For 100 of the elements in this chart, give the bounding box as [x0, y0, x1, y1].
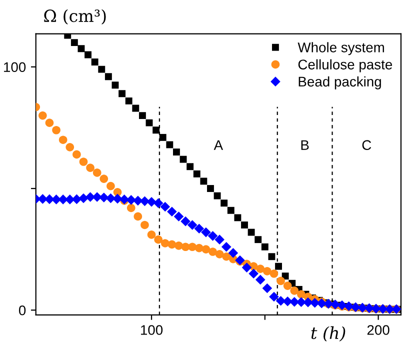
- point: [85, 192, 96, 202]
- y-tick-label: 0: [18, 305, 26, 316]
- point: [234, 214, 242, 222]
- point: [188, 242, 197, 252]
- annotation: B: [301, 140, 309, 150]
- point: [38, 111, 47, 120]
- point: [98, 192, 109, 202]
- point: [86, 164, 94, 172]
- point: [248, 228, 255, 236]
- point: [146, 119, 153, 126]
- point: [173, 148, 180, 156]
- point: [275, 262, 282, 270]
- point: [112, 82, 119, 89]
- point: [91, 58, 98, 66]
- point: [208, 248, 217, 256]
- point: [174, 212, 184, 222]
- point: [220, 200, 228, 207]
- point: [58, 136, 68, 144]
- point: [261, 243, 268, 250]
- point: [180, 216, 190, 226]
- point: [208, 231, 218, 241]
- point: [64, 34, 72, 39]
- point: [263, 267, 272, 276]
- point: [153, 198, 164, 208]
- point: [303, 297, 313, 308]
- point: [72, 150, 81, 159]
- annotation: A: [214, 140, 224, 150]
- point: [296, 297, 306, 308]
- point: [255, 274, 266, 285]
- point: [125, 97, 132, 104]
- point: [98, 66, 106, 73]
- point: [133, 196, 143, 206]
- point: [140, 220, 149, 230]
- point: [227, 206, 234, 214]
- x-tick-label: 200: [367, 325, 390, 335]
- point: [147, 230, 156, 239]
- point: [132, 104, 140, 112]
- y-axis-title: Ω (cm³): [44, 9, 106, 25]
- point: [242, 262, 252, 272]
- point: [200, 178, 208, 185]
- legend-label: Whole system: [298, 42, 384, 56]
- point: [51, 194, 62, 204]
- point: [78, 45, 85, 52]
- point: [194, 224, 204, 234]
- point: [276, 296, 286, 306]
- point: [193, 170, 200, 178]
- point: [167, 206, 177, 217]
- point: [166, 141, 174, 148]
- point: [282, 272, 289, 280]
- point: [283, 282, 292, 290]
- point: [159, 134, 166, 141]
- point: [154, 235, 162, 244]
- point: [104, 73, 112, 80]
- point: [52, 126, 60, 134]
- point: [84, 51, 92, 58]
- point: [112, 194, 122, 204]
- point: [228, 248, 238, 258]
- point: [256, 264, 265, 273]
- point: [214, 234, 224, 244]
- legend-label: Cellulose paste: [298, 59, 392, 72]
- point: [270, 269, 278, 278]
- point: [70, 39, 78, 46]
- point: [134, 212, 142, 221]
- point: [254, 236, 262, 244]
- point: [79, 158, 88, 166]
- point: [180, 156, 187, 163]
- point: [269, 292, 279, 302]
- point: [316, 298, 327, 308]
- point: [126, 204, 136, 212]
- point: [201, 227, 211, 238]
- x-axis-title: t (h): [311, 326, 346, 342]
- point: [118, 90, 126, 98]
- point: [186, 163, 194, 170]
- point: [276, 276, 285, 286]
- point: [126, 195, 136, 205]
- point: [215, 250, 224, 258]
- point: [152, 126, 160, 134]
- point: [160, 202, 170, 212]
- point: [66, 142, 74, 152]
- point: [45, 118, 54, 127]
- point: [78, 193, 88, 204]
- point: [207, 185, 214, 192]
- legend-label: Bead packing: [298, 76, 381, 90]
- point: [222, 252, 231, 261]
- point: [92, 168, 102, 177]
- point: [268, 253, 276, 260]
- point: [241, 222, 248, 228]
- point: [248, 268, 258, 279]
- point: [38, 194, 48, 204]
- point: [160, 239, 170, 248]
- point: [106, 182, 115, 190]
- point: [194, 244, 204, 252]
- point: [138, 112, 146, 120]
- annotation: C: [362, 140, 372, 150]
- point: [187, 220, 198, 230]
- point: [214, 192, 221, 200]
- point: [202, 245, 210, 254]
- point: [221, 242, 232, 252]
- point: [262, 283, 272, 294]
- point: [146, 196, 156, 207]
